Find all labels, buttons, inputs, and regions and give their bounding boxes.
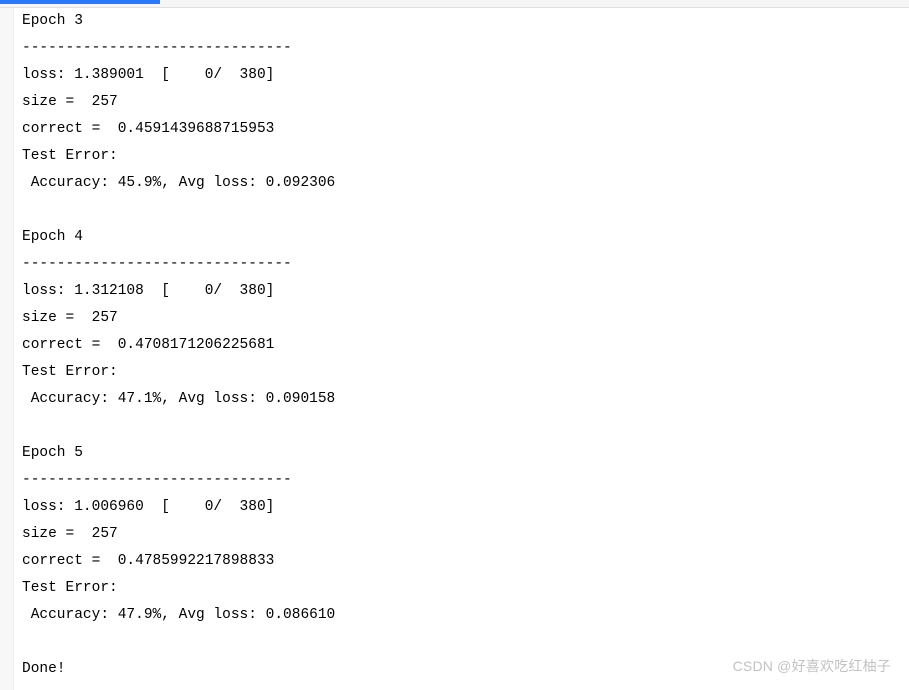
output-line xyxy=(22,629,909,656)
output-line: Accuracy: 45.9%, Avg loss: 0.092306 xyxy=(22,170,909,197)
output-line: Test Error: xyxy=(22,143,909,170)
output-line: ------------------------------- xyxy=(22,35,909,62)
output-line: Epoch 3 xyxy=(22,8,909,35)
output-line: correct = 0.4591439688715953 xyxy=(22,116,909,143)
output-line: correct = 0.4708171206225681 xyxy=(22,332,909,359)
output-line: Accuracy: 47.9%, Avg loss: 0.086610 xyxy=(22,602,909,629)
progress-indicator xyxy=(0,0,160,4)
output-line: size = 257 xyxy=(22,521,909,548)
output-line: ------------------------------- xyxy=(22,251,909,278)
top-bar xyxy=(0,0,909,8)
output-line: size = 257 xyxy=(22,89,909,116)
output-line: size = 257 xyxy=(22,305,909,332)
output-line xyxy=(22,413,909,440)
output-line: correct = 0.4785992217898833 xyxy=(22,548,909,575)
cell-gutter[interactable] xyxy=(0,8,14,690)
output-area[interactable]: Epoch 3-------------------------------lo… xyxy=(14,8,909,690)
output-line: Epoch 5 xyxy=(22,440,909,467)
output-line: Test Error: xyxy=(22,359,909,386)
output-line: Epoch 4 xyxy=(22,224,909,251)
output-line: loss: 1.389001 [ 0/ 380] xyxy=(22,62,909,89)
output-line: Test Error: xyxy=(22,575,909,602)
output-line: Done! xyxy=(22,656,909,683)
output-line: loss: 1.006960 [ 0/ 380] xyxy=(22,494,909,521)
output-line: Accuracy: 47.1%, Avg loss: 0.090158 xyxy=(22,386,909,413)
output-line: loss: 1.312108 [ 0/ 380] xyxy=(22,278,909,305)
output-line: ------------------------------- xyxy=(22,467,909,494)
output-line xyxy=(22,197,909,224)
